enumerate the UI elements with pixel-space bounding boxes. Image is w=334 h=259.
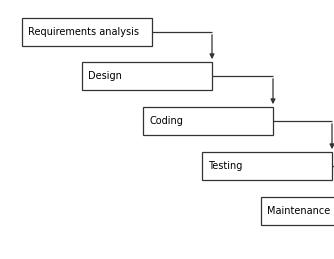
Text: Requirements analysis: Requirements analysis — [28, 27, 139, 37]
Bar — [82, 62, 212, 90]
Text: Coding: Coding — [149, 116, 183, 126]
Text: Design: Design — [88, 71, 122, 81]
Bar — [143, 107, 273, 135]
Text: Testing: Testing — [208, 161, 242, 171]
Text: Maintenance: Maintenance — [267, 206, 330, 216]
Bar — [261, 197, 334, 225]
Bar — [202, 152, 332, 180]
Bar — [22, 18, 152, 46]
